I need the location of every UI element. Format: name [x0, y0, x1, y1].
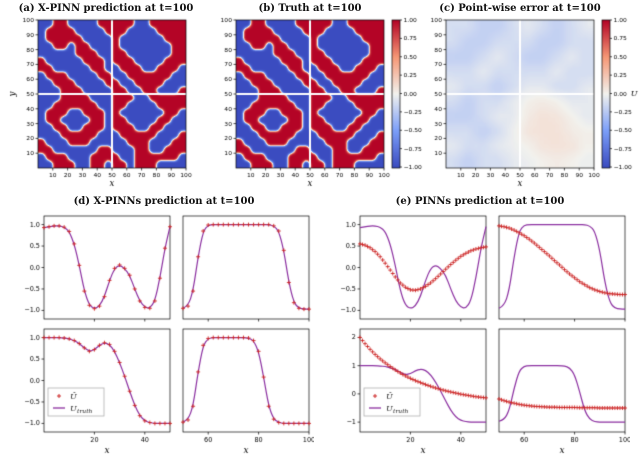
heatmap-truth — [212, 16, 424, 194]
heatmap-pointwise-error — [422, 16, 640, 194]
lineplots-pinn-prediction — [330, 210, 630, 460]
heatmap-xpinn-prediction — [6, 16, 206, 194]
panel-d-title: (d) X-PINNs prediction at t=100 — [73, 196, 255, 207]
panel-a-title: (a) X-PINN prediction at t=100 — [18, 3, 194, 14]
lineplots-xpinn-prediction — [14, 210, 314, 460]
panel-e-title: (e) PINNs prediction at t=100 — [395, 196, 565, 207]
panel-b-title: (b) Truth at t=100 — [258, 3, 362, 14]
panel-c-title: (c) Point-wise error at t=100 — [439, 3, 601, 14]
